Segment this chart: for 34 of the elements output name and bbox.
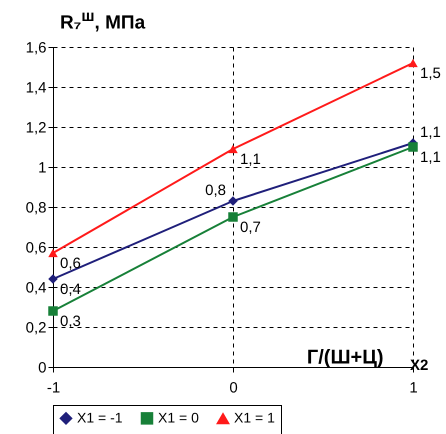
point [228,144,238,154]
y-tick-label: 1,2 [26,120,46,136]
y-tick-label: 1,4 [26,80,46,96]
y-tick-label: 1 [38,160,46,176]
y-tick-label: 0,4 [26,280,46,296]
y-axis-title: R₇$^{ш}$, МПа [60,8,146,34]
point [408,142,418,152]
data-label: 1,1 [420,149,441,166]
point [408,58,418,68]
y-tick-label: 0,6 [26,240,46,256]
y-tick-label: 1,6 [26,40,46,56]
data-label: 0,3 [60,313,81,330]
data-label: 1,5 [420,65,441,82]
legend-label: X1 = 1 [234,410,276,426]
data-label: 1,1 [420,124,441,141]
data-label: 0,7 [240,219,261,236]
point [48,248,58,258]
point [228,212,238,222]
legend-label: X1 = 0 [158,409,200,426]
point [48,274,58,284]
data-label: 0,4 [60,281,81,298]
y-tick-label: 0,2 [26,320,46,336]
x-tick-label: -1 [46,380,60,396]
legend-label: X1 = -1 [77,409,123,426]
y-tick-label: 0,8 [26,200,46,216]
y-tick-label: 0 [38,360,46,376]
x-tick-label: 1 [409,380,418,396]
x-axis-title: Г/(Ш+Ц) [306,346,384,368]
point [48,306,58,316]
data-label: 0,6 [60,255,81,272]
point [228,196,238,206]
data-label: 1,1 [240,151,261,168]
x-tick-label: 0 [229,380,238,396]
data-label: 0,8 [205,182,226,199]
